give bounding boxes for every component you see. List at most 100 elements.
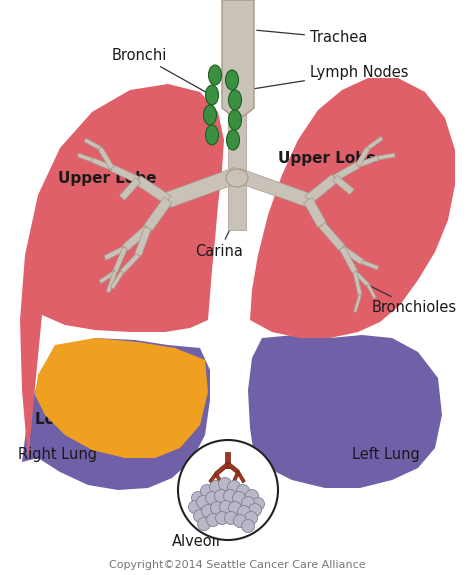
Polygon shape (354, 294, 362, 312)
Text: Copyright©2014 Seattle Cancer Care Alliance: Copyright©2014 Seattle Cancer Care Allia… (109, 560, 365, 570)
Ellipse shape (226, 169, 248, 187)
Circle shape (237, 485, 249, 497)
Polygon shape (77, 153, 93, 162)
Circle shape (234, 515, 246, 527)
Polygon shape (20, 84, 224, 460)
Text: Lower Lobe: Lower Lobe (35, 412, 134, 427)
Circle shape (210, 481, 222, 493)
Polygon shape (110, 165, 139, 183)
Polygon shape (378, 153, 395, 160)
Text: Upper Lobe: Upper Lobe (278, 151, 376, 166)
Circle shape (224, 489, 237, 503)
Circle shape (189, 500, 201, 513)
Polygon shape (250, 78, 455, 338)
Ellipse shape (206, 125, 219, 145)
Polygon shape (304, 198, 327, 228)
Circle shape (197, 496, 210, 508)
Circle shape (252, 497, 264, 511)
Polygon shape (98, 147, 114, 169)
Polygon shape (357, 156, 379, 167)
Polygon shape (120, 253, 140, 274)
Polygon shape (367, 136, 383, 150)
Polygon shape (84, 138, 101, 150)
Polygon shape (354, 271, 369, 286)
Polygon shape (215, 473, 223, 485)
Circle shape (246, 489, 258, 503)
Polygon shape (367, 284, 376, 298)
Circle shape (206, 492, 219, 504)
Polygon shape (135, 176, 171, 204)
Polygon shape (110, 271, 124, 289)
Circle shape (201, 504, 215, 518)
Polygon shape (35, 338, 208, 458)
Polygon shape (226, 452, 230, 468)
Polygon shape (305, 174, 338, 204)
Polygon shape (106, 271, 117, 293)
Polygon shape (235, 168, 310, 206)
Polygon shape (232, 472, 239, 485)
Circle shape (216, 512, 228, 524)
Polygon shape (144, 197, 172, 231)
Text: Carina: Carina (195, 217, 243, 259)
Text: Bronchi: Bronchi (112, 48, 218, 99)
Circle shape (248, 504, 262, 516)
Polygon shape (91, 158, 113, 170)
Circle shape (225, 512, 237, 524)
Polygon shape (356, 147, 370, 166)
Polygon shape (222, 0, 254, 116)
Polygon shape (99, 270, 116, 283)
Polygon shape (339, 247, 358, 274)
Polygon shape (209, 473, 217, 483)
Polygon shape (228, 108, 246, 230)
Circle shape (191, 492, 204, 504)
Ellipse shape (209, 65, 221, 85)
Polygon shape (122, 225, 151, 251)
Text: Right Lung: Right Lung (18, 447, 97, 462)
Circle shape (219, 500, 233, 513)
Text: Bronchioles: Bronchioles (371, 286, 457, 316)
Circle shape (198, 518, 210, 531)
Ellipse shape (227, 130, 239, 150)
Circle shape (215, 489, 228, 503)
Polygon shape (353, 271, 362, 296)
Polygon shape (104, 246, 126, 260)
Polygon shape (248, 335, 442, 488)
Circle shape (193, 509, 207, 523)
Circle shape (219, 477, 231, 490)
Polygon shape (113, 247, 128, 273)
Circle shape (237, 505, 250, 519)
Text: Trachea: Trachea (257, 30, 367, 45)
Polygon shape (165, 167, 240, 208)
Ellipse shape (206, 85, 219, 105)
Polygon shape (361, 260, 379, 270)
Polygon shape (119, 178, 141, 200)
Circle shape (233, 492, 246, 504)
Text: Lymph Nodes: Lymph Nodes (249, 64, 409, 90)
Ellipse shape (226, 70, 238, 90)
Text: Middle Lobe: Middle Lobe (48, 361, 152, 375)
Ellipse shape (228, 110, 241, 130)
Circle shape (245, 512, 257, 524)
Text: Alveoli: Alveoli (172, 535, 220, 550)
Polygon shape (333, 175, 354, 195)
Polygon shape (319, 223, 345, 251)
Text: Upper Lobe: Upper Lobe (58, 171, 156, 186)
Polygon shape (22, 338, 210, 490)
Ellipse shape (203, 105, 217, 125)
Circle shape (207, 513, 219, 527)
Circle shape (241, 496, 255, 509)
Circle shape (241, 519, 255, 532)
Polygon shape (215, 462, 229, 476)
Ellipse shape (228, 90, 241, 110)
Polygon shape (227, 462, 239, 474)
Circle shape (228, 481, 240, 493)
Polygon shape (135, 227, 151, 256)
Text: Left Lung: Left Lung (352, 447, 420, 462)
Polygon shape (237, 472, 245, 483)
Circle shape (201, 485, 213, 497)
Polygon shape (340, 246, 364, 264)
Circle shape (210, 501, 224, 515)
Polygon shape (333, 162, 360, 181)
Circle shape (178, 440, 278, 540)
Circle shape (228, 501, 241, 515)
